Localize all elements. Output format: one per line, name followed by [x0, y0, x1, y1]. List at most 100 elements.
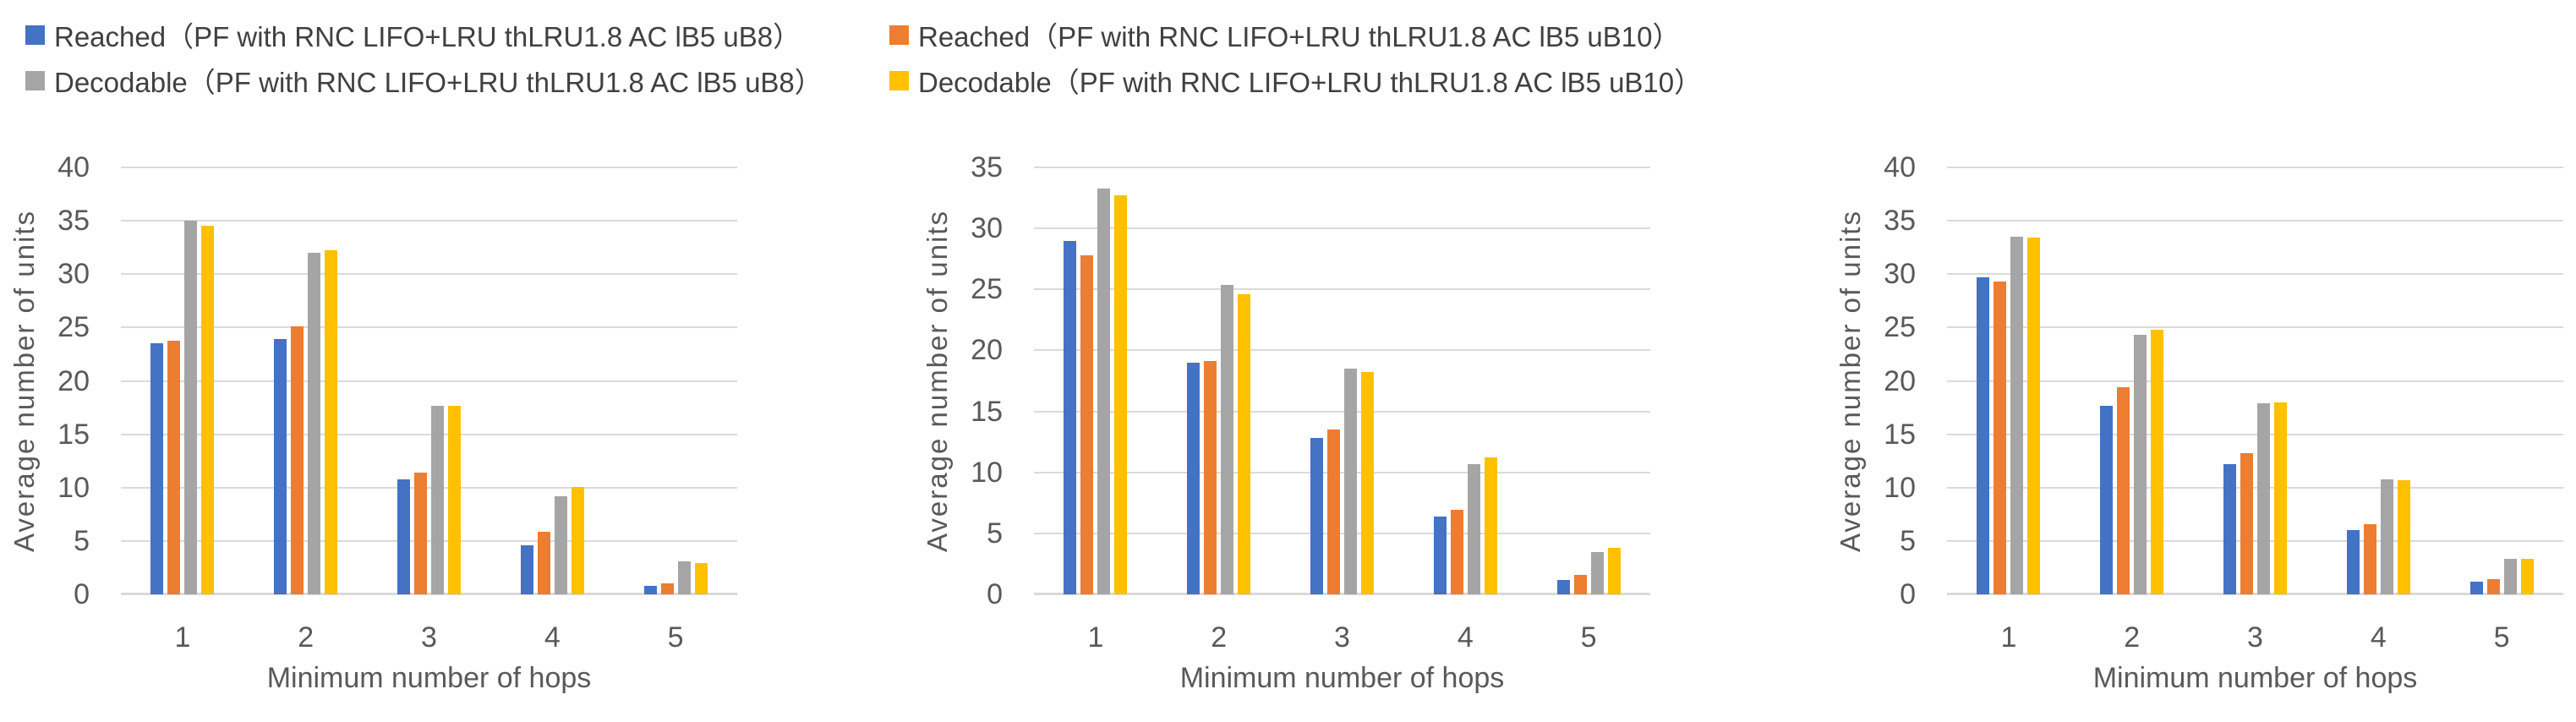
gridline [1947, 433, 2563, 435]
x-axis-tick-label: 4 [2370, 621, 2387, 654]
y-axis-tick-label: 25 [57, 311, 90, 344]
bar [1361, 372, 1374, 594]
gridline [121, 167, 737, 168]
legend-swatch-icon [25, 25, 45, 45]
bar [2397, 479, 2410, 594]
bar [1238, 294, 1251, 594]
y-axis-tick-label: 35 [1884, 205, 1916, 238]
y-axis-tick-label: 25 [1884, 311, 1916, 344]
bar [571, 486, 584, 594]
bar [150, 343, 164, 594]
legend-label: Decodable（PF with RNC LIFO+LRU thLRU1.8 … [54, 67, 823, 98]
x-axis-tick-label: 5 [667, 621, 684, 654]
bar [2346, 530, 2360, 594]
gridline [1947, 486, 2563, 489]
y-axis-tick-label: 0 [74, 578, 90, 610]
x-axis-tick-label: 3 [421, 621, 437, 654]
bar [2486, 579, 2500, 594]
y-axis-tick-label: 35 [971, 151, 1003, 183]
bar [1344, 369, 1357, 594]
bar [1114, 195, 1128, 594]
gridline [121, 539, 737, 542]
y-axis-tick-label: 40 [1884, 151, 1916, 183]
x-axis-tick-label: 2 [1211, 621, 1228, 654]
legend-swatch-icon [889, 70, 909, 90]
gridline [121, 380, 737, 382]
bar [2274, 402, 2287, 594]
bar [184, 221, 198, 594]
plot-area [1947, 167, 2563, 595]
plot-area [1034, 167, 1650, 595]
x-axis-tick-label: 2 [298, 621, 314, 654]
gridline [1947, 539, 2563, 542]
bar [308, 253, 321, 594]
bar [554, 495, 567, 594]
x-axis-tick-label: 1 [2000, 621, 2017, 654]
bar [2363, 523, 2376, 594]
bar [2469, 581, 2483, 594]
gridline [1947, 167, 2563, 168]
legend-swatch-icon [889, 25, 909, 45]
bar [2151, 329, 2164, 594]
bar [274, 339, 287, 594]
bar [2257, 403, 2270, 594]
gridline [1034, 349, 1650, 352]
x-axis-tick-label: 1 [174, 621, 191, 654]
x-axis-line [121, 593, 737, 595]
bar [2380, 479, 2393, 594]
bar [201, 226, 215, 594]
bar [291, 326, 304, 594]
y-axis-tick-label: 15 [57, 418, 90, 451]
y-axis-tick-label: 15 [1884, 418, 1916, 451]
x-axis-tick-label: 5 [1580, 621, 1597, 654]
bar [660, 583, 674, 594]
bar-chart-1: Average number of units 0 5 10 15 20 25 30 35 40 1… [0, 0, 913, 722]
legend-label: Reached（PF with RNC LIFO+LRU thLRU1.8 AC… [918, 21, 1681, 52]
legend-item: Decodable（PF with RNC LIFO+LRU thLRU1.8 … [889, 64, 1702, 98]
bar [1327, 429, 1340, 594]
y-axis-tick-label: 0 [987, 578, 1003, 610]
bar [2223, 463, 2236, 594]
bar [2117, 387, 2130, 594]
bar [1977, 277, 1990, 594]
gridline [1034, 288, 1650, 291]
x-axis-tick-label: 3 [1334, 621, 1350, 654]
bar [2100, 405, 2114, 594]
x-axis-tick-label: 4 [544, 621, 561, 654]
bar [1607, 548, 1621, 594]
bar [1310, 438, 1323, 594]
x-axis-tick-label: 3 [2247, 621, 2263, 654]
bar [1221, 284, 1234, 594]
bar [1994, 282, 2007, 594]
y-axis-tick-label: 35 [57, 205, 90, 238]
legend-swatch-icon [25, 70, 45, 90]
y-axis-tick-label: 0 [1900, 578, 1916, 610]
y-axis-tick-label: 5 [987, 517, 1003, 550]
bar [643, 585, 657, 594]
gridline [1034, 410, 1650, 413]
bar [1187, 362, 1200, 594]
bar [1590, 551, 1604, 594]
bar [1573, 574, 1587, 594]
bar [325, 250, 338, 594]
y-axis-tick-label: 25 [971, 273, 1003, 306]
bar [2240, 453, 2253, 594]
x-axis-title: Minimum number of hops [2092, 662, 2418, 694]
bar [1433, 516, 1447, 594]
y-axis-tick-label: 10 [1884, 471, 1916, 504]
gridline [1947, 220, 2563, 222]
gridline [1947, 326, 2563, 329]
y-axis-tick-label: 30 [971, 212, 1003, 245]
gridline [121, 433, 737, 435]
bar [167, 340, 181, 594]
bar [1080, 254, 1094, 594]
bar [2134, 335, 2147, 594]
bar [537, 531, 550, 594]
legend-item: Reached（PF with RNC LIFO+LRU thLRU1.8 AC… [889, 19, 1680, 52]
y-axis-tick-label: 5 [74, 524, 90, 557]
legend-label: Decodable（PF with RNC LIFO+LRU thLRU1.8 … [918, 67, 1703, 98]
legend: Reached（PF with RNC LIFO+LRU thLRU1.8 AC… [0, 0, 2046, 110]
bar [448, 405, 461, 594]
y-axis-tick-label: 20 [57, 364, 90, 397]
y-axis-tick-label: 30 [1884, 258, 1916, 291]
